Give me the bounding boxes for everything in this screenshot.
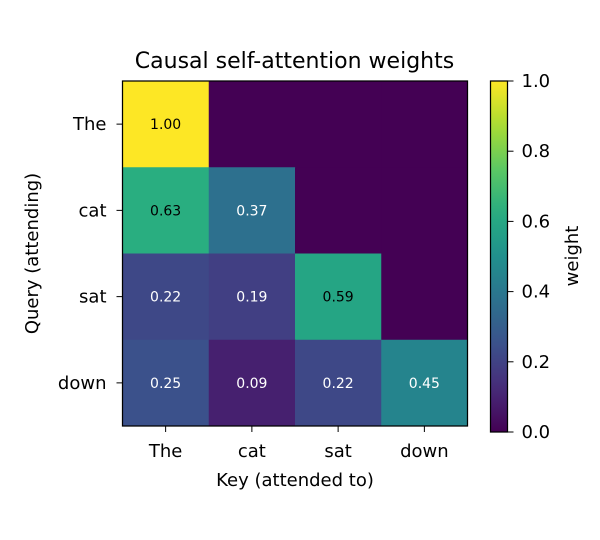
heatmap-cell (381, 81, 468, 168)
y-tick-label: down (58, 373, 107, 394)
x-tick-label: cat (238, 441, 266, 462)
chart-title: Causal self-attention weights (135, 49, 454, 74)
heatmap-cell (381, 167, 468, 254)
colorbar-tick-label: 0.8 (522, 141, 551, 162)
x-tick-label: down (400, 441, 449, 462)
heatmap-cell-label: 0.63 (150, 203, 181, 219)
heatmap-cell-label: 0.19 (236, 290, 267, 306)
heatmap-cell-label: 0.37 (236, 203, 267, 219)
colorbar-tick-label: 0.4 (522, 282, 551, 303)
colorbar-tick-label: 0.6 (522, 211, 551, 232)
heatmap-cell (381, 253, 468, 341)
heatmap-cell (295, 167, 382, 254)
heatmap-cell (122, 81, 210, 168)
colorbar-tick-label: 0.2 (522, 352, 551, 373)
plot-frame (121, 80, 469, 427)
colorbar-tick-label: 0.0 (522, 422, 551, 443)
x-tick-label: sat (324, 441, 351, 462)
x-axis-ticks: The cat sat down (148, 426, 449, 462)
heatmap-cell-label: 0.45 (409, 376, 440, 392)
heatmap-cell (381, 339, 468, 427)
heatmap-cell (295, 253, 382, 341)
heatmap-cells (122, 81, 468, 427)
heatmap-cell (208, 339, 296, 427)
y-tick-label: sat (79, 287, 106, 308)
x-axis-label: Key (attended to) (216, 470, 374, 491)
heatmap-cell-label: 0.25 (150, 376, 181, 392)
heatmap-cell-label: 0.09 (236, 376, 267, 392)
heatmap-cell-labels: 1.00 0.63 0.37 0.22 0.19 0.59 0.25 0.09 0.22 0.45 (150, 117, 440, 392)
heatmap-cell-label: 0.22 (323, 376, 354, 392)
colorbar (489, 80, 509, 433)
heatmap-cell-label: 0.22 (150, 290, 181, 306)
y-axis-label: Query (attending) (22, 173, 43, 334)
colorbar-label: weight (562, 226, 583, 287)
x-tick-label: The (148, 441, 182, 462)
heatmap-cell-label: 1.00 (150, 117, 181, 133)
colorbar-ticks: 0.0 0.2 0.4 0.6 0.8 1.0 (507, 71, 551, 443)
heatmap-cell (295, 81, 382, 168)
heatmap-cell (122, 253, 210, 341)
heatmap-cell-label: 0.59 (323, 290, 354, 306)
heatmap-cell (208, 167, 296, 254)
heatmap-cell (208, 81, 296, 168)
heatmap-cell (295, 339, 382, 427)
colorbar-tick-label: 1.0 (522, 71, 551, 92)
y-axis-ticks: The cat sat down (58, 114, 123, 394)
heatmap-cell (208, 253, 296, 341)
heatmap-cell (122, 167, 210, 254)
heatmap-cell (122, 339, 210, 427)
y-tick-label: The (72, 114, 106, 135)
y-tick-label: cat (79, 200, 107, 221)
